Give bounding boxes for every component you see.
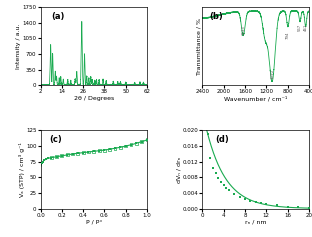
Point	[65, 153, 70, 157]
Point	[306, 206, 311, 210]
Point	[54, 155, 59, 159]
Point	[75, 151, 80, 155]
X-axis label: rₙ / nm: rₙ / nm	[245, 219, 266, 224]
Point	[118, 146, 123, 149]
Point	[41, 159, 46, 162]
Point	[118, 146, 123, 149]
Point	[75, 151, 80, 155]
Point	[107, 147, 112, 151]
Point	[253, 200, 258, 204]
Point	[296, 205, 301, 209]
Point	[49, 156, 54, 160]
Point	[134, 141, 139, 145]
Point	[113, 146, 118, 150]
Point	[86, 150, 91, 154]
Point	[40, 160, 45, 164]
Point	[70, 152, 75, 156]
Text: 794: 794	[286, 32, 290, 39]
Point	[224, 186, 229, 190]
Point	[86, 150, 91, 154]
Point	[65, 153, 70, 157]
Point	[285, 205, 290, 209]
X-axis label: 2θ / Degrees: 2θ / Degrees	[74, 96, 114, 101]
Y-axis label: Vₐ (STP) / cm³ g⁻¹: Vₐ (STP) / cm³ g⁻¹	[18, 142, 25, 197]
Point	[81, 151, 86, 155]
Text: 461: 461	[304, 23, 308, 31]
Point	[129, 143, 134, 147]
Point	[81, 151, 86, 155]
Y-axis label: dVₙ / drₙ: dVₙ / drₙ	[176, 156, 181, 183]
Point	[59, 154, 64, 158]
Text: 1633: 1633	[241, 25, 245, 35]
Point	[102, 148, 107, 152]
Point	[232, 192, 237, 196]
Point	[258, 201, 263, 205]
Text: (d): (d)	[215, 135, 229, 144]
Point	[218, 180, 223, 184]
Point	[248, 199, 253, 203]
Point	[139, 140, 144, 144]
Point	[49, 156, 54, 160]
Point	[237, 195, 242, 199]
Point	[275, 204, 280, 207]
Point	[97, 149, 102, 153]
Point	[39, 161, 44, 165]
Point	[97, 149, 102, 153]
Point	[205, 132, 210, 136]
Point	[134, 141, 139, 145]
Point	[227, 188, 232, 192]
Point	[213, 172, 218, 175]
Point	[91, 150, 96, 153]
Point	[59, 154, 64, 158]
Text: 1090: 1090	[270, 69, 274, 79]
Point	[144, 138, 149, 142]
Point	[46, 156, 51, 160]
Point	[54, 155, 59, 159]
Point	[211, 166, 216, 169]
Point	[43, 157, 48, 161]
Y-axis label: Intensity / a.u.: Intensity / a.u.	[16, 23, 21, 69]
X-axis label: Wavenumber / cm⁻¹: Wavenumber / cm⁻¹	[224, 96, 287, 101]
Point	[70, 152, 75, 156]
Point	[123, 144, 128, 148]
Text: (b): (b)	[209, 12, 222, 21]
Point	[208, 156, 213, 160]
Point	[107, 147, 112, 151]
Point	[242, 197, 247, 201]
Y-axis label: Transmittance / %: Transmittance / %	[196, 18, 201, 75]
Text: 567: 567	[298, 23, 302, 31]
X-axis label: P / P°: P / P°	[85, 219, 102, 224]
Point	[102, 148, 107, 152]
Point	[139, 140, 144, 144]
Point	[264, 202, 269, 206]
Point	[221, 183, 226, 187]
Point	[144, 138, 149, 142]
Text: (c): (c)	[49, 135, 62, 144]
Point	[216, 176, 221, 180]
Text: (a): (a)	[51, 12, 65, 21]
Point	[129, 143, 134, 147]
Point	[123, 144, 128, 148]
Point	[113, 146, 118, 150]
Point	[91, 150, 96, 153]
